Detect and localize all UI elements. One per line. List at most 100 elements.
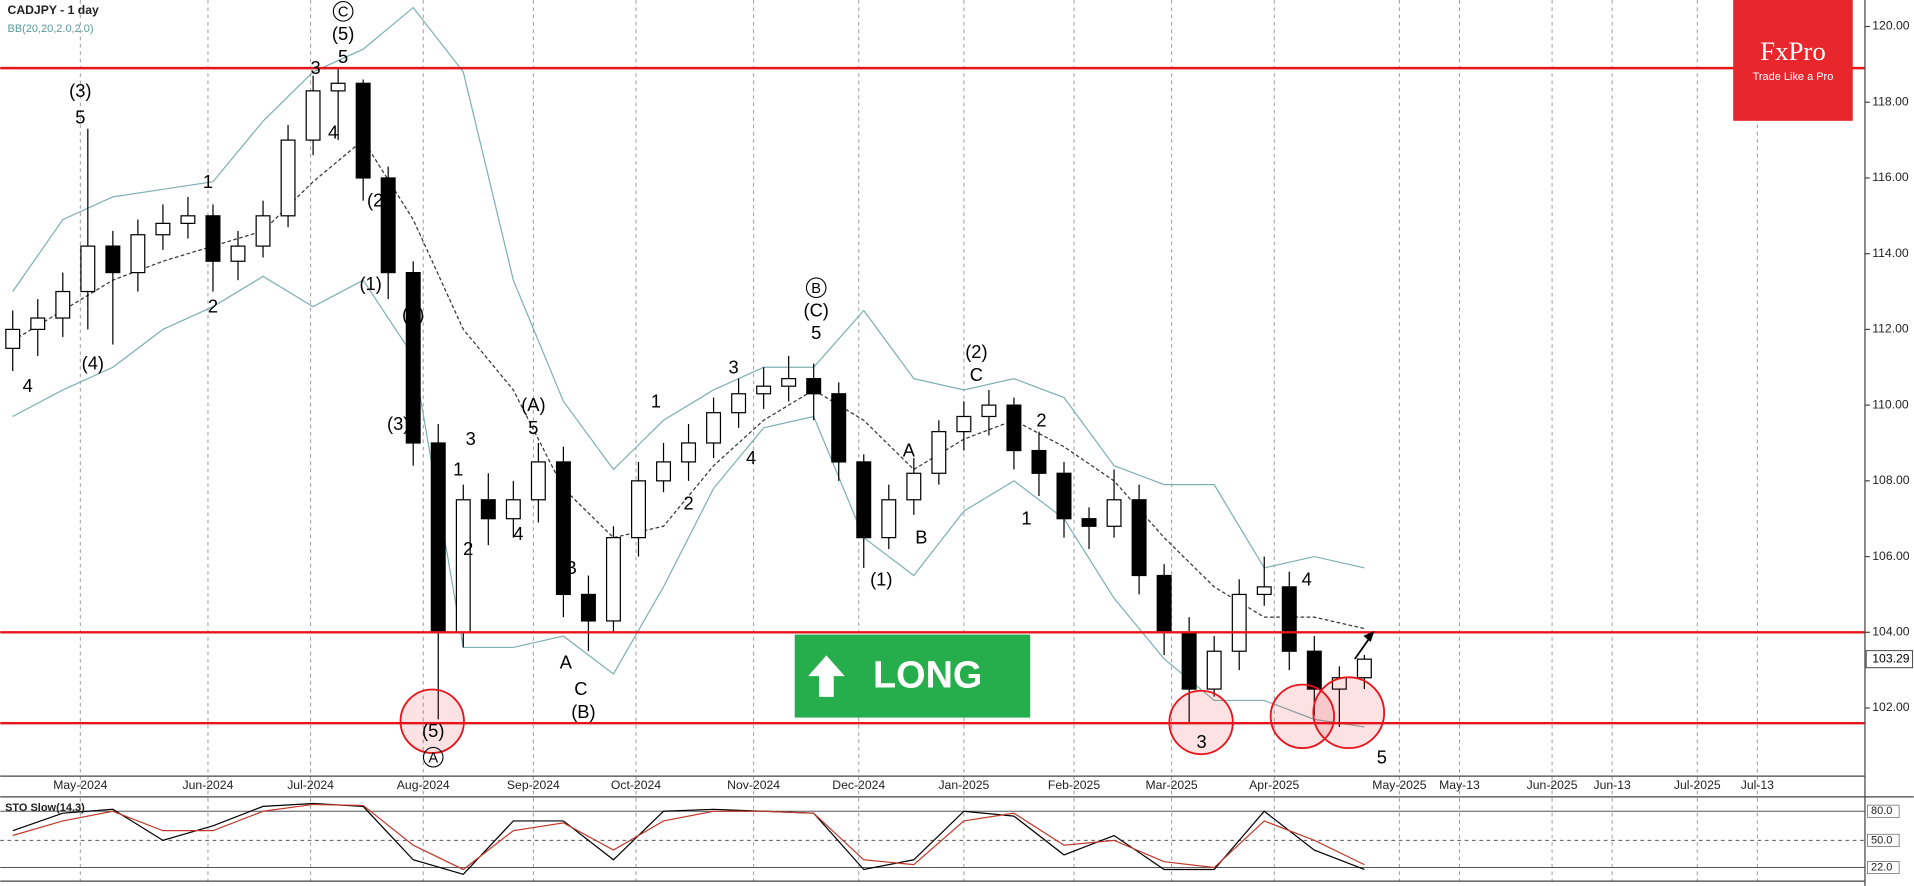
wave-label: (2) [367, 190, 389, 211]
highlight-circle [399, 688, 465, 754]
logo-brand: FxPro [1760, 36, 1826, 66]
candle-body [155, 222, 171, 236]
candle-body [1256, 586, 1272, 596]
wave-label: 5 [811, 322, 821, 343]
overlay: May-2024 Jun-2024 Jul-2024 Aug-2024 Sep-2024… [23, 1, 1914, 875]
wave-label: 5 [75, 106, 85, 127]
candle-body [906, 472, 922, 501]
wave-label: (3) [387, 413, 409, 434]
candle-body [856, 461, 872, 539]
candle-body [330, 82, 346, 92]
y-tick-label: 106.00 [1872, 549, 1909, 563]
candle-body [1306, 650, 1322, 690]
price-panel [0, 6, 1865, 876]
candle-body [731, 393, 747, 414]
y-tick-box [1867, 833, 1900, 847]
wave-label: (1) [359, 273, 381, 294]
candle-body [706, 412, 722, 444]
candle-body [1356, 658, 1372, 679]
x-tick-label: Nov-2024 [727, 778, 780, 792]
x-tick-label: Jul-2024 [287, 778, 334, 792]
x-tick-label: Apr-2025 [1249, 778, 1299, 792]
low-circles [399, 676, 1386, 756]
candle-body [931, 431, 947, 474]
x-tick-label: Jul-2025 [1674, 778, 1721, 792]
signal-text: LONG [873, 654, 982, 696]
y-tick-box [1867, 804, 1900, 818]
y-tick-label: 120.00 [1872, 19, 1909, 33]
wave-label: 1 [1021, 508, 1031, 529]
candle-body [305, 90, 321, 141]
highlight-circle [1312, 676, 1386, 750]
x-tick-label: May-2025 [1372, 778, 1426, 792]
wave-label: (2) [965, 341, 987, 362]
wave-label: 3 [311, 57, 321, 78]
last-price-label: 103.29 [1872, 651, 1909, 665]
candle-body [530, 461, 546, 501]
x-tick-label: Mar-2025 [1146, 778, 1198, 792]
y-tick-box [1867, 861, 1900, 875]
candle-body [355, 82, 371, 179]
candle-body [681, 442, 697, 463]
wave-label: 2 [1036, 409, 1046, 430]
wave-label: 1 [453, 459, 463, 480]
wave-label: (3) [69, 80, 91, 101]
x-tick-label: Aug-2024 [397, 778, 450, 792]
candle-body [1231, 593, 1247, 652]
wave-label: 1 [203, 171, 213, 192]
candle-body [80, 245, 96, 293]
candle-body [105, 245, 121, 274]
candle-body [1131, 499, 1147, 577]
x-tick-label: Jun-13 [1594, 778, 1631, 792]
candle-body [230, 245, 246, 262]
candle-body [205, 215, 221, 262]
candle-body [981, 404, 997, 418]
annotation-circle [805, 277, 827, 299]
candle-body [1106, 499, 1122, 527]
candle-body [580, 593, 596, 622]
y-tick-label: 112.00 [1872, 322, 1909, 336]
wave-label: 5 [338, 46, 348, 67]
x-tick-label: May-2024 [53, 778, 107, 792]
wave-label: 2 [463, 538, 473, 559]
y-tick-label: 118.00 [1872, 94, 1909, 108]
candle-body [781, 378, 797, 387]
wave-label: C [574, 678, 587, 699]
stoch-line [12, 803, 1365, 871]
candle-body [180, 215, 196, 224]
wave-label: (B) [571, 701, 595, 722]
wave-label: 2 [208, 296, 218, 317]
wave-label: 4 [513, 523, 523, 544]
candle-body [806, 378, 822, 395]
logo-tagline: Trade Like a Pro [1753, 71, 1834, 83]
wave-label: 2 [683, 493, 693, 514]
wave-label: 4 [1302, 568, 1312, 589]
wave-label: B [915, 527, 927, 548]
candle-body [630, 480, 646, 539]
wave-label: (A) [521, 394, 545, 415]
candle-body [455, 499, 471, 633]
wave-label: 3 [729, 356, 739, 377]
annotation-circle [332, 1, 354, 22]
candle-body [956, 415, 972, 433]
wave-label: B [811, 281, 821, 297]
y-tick-label: 22.0 [1871, 861, 1892, 873]
wave-label: 3 [466, 428, 476, 449]
x-tick-label: Jan-2025 [938, 778, 989, 792]
wave-label: (5) [332, 23, 354, 44]
annotation-circle [422, 746, 444, 768]
x-tick-label: Feb-2025 [1048, 778, 1100, 792]
direction-arrow-head [1363, 630, 1375, 642]
candle-body [30, 317, 46, 331]
signal-arrow [808, 655, 845, 697]
stoch-line [12, 802, 1365, 876]
x-tick-label: Jul-13 [1741, 778, 1774, 792]
wave-label: (5) [422, 720, 444, 741]
wave-label: A [560, 652, 573, 673]
candle-body [280, 139, 296, 217]
wave-label: (4) [82, 353, 104, 374]
last-price-box [1865, 650, 1914, 669]
y-tick-label: 50.0 [1871, 834, 1892, 846]
candle-body [756, 385, 772, 395]
y-tick-label: 104.00 [1872, 625, 1909, 639]
